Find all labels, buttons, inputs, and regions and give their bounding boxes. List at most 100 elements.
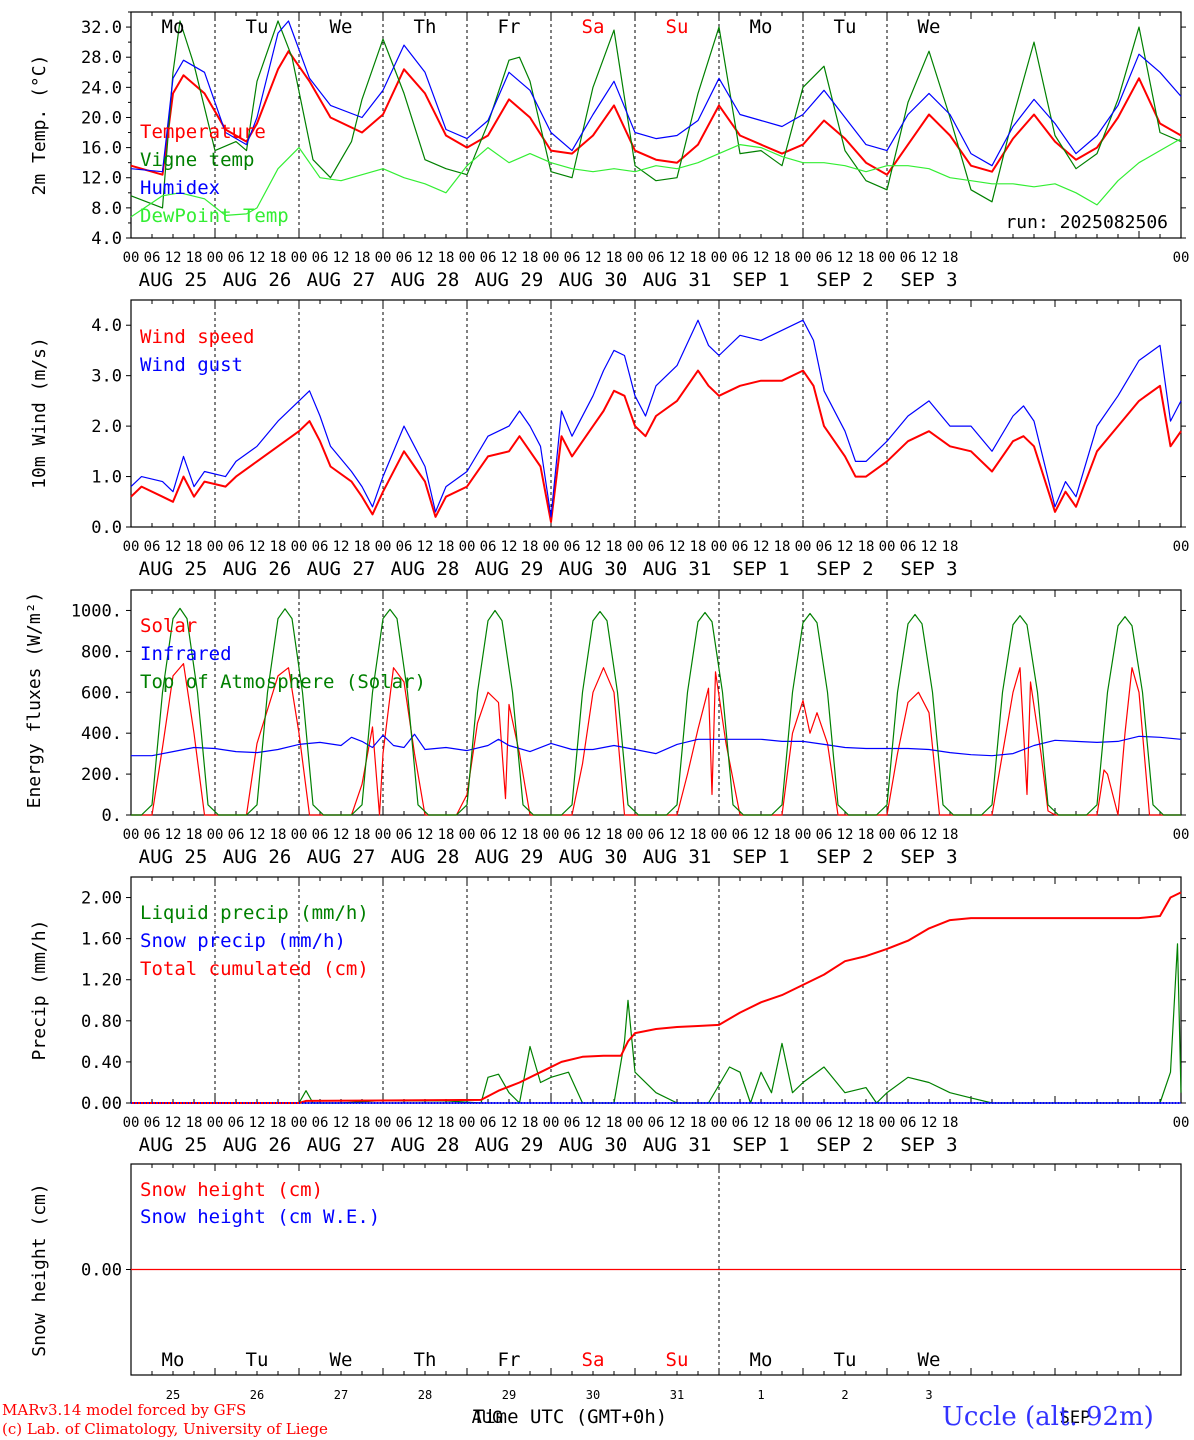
date-label: SEP 2 — [816, 846, 873, 868]
hour-label: 06 — [480, 1115, 497, 1131]
hour-label: 00 — [375, 1115, 392, 1131]
date-label: AUG 26 — [223, 558, 292, 580]
hour-label: 00 — [123, 827, 140, 843]
y-axis-title: 2m Temp. (°C) — [29, 55, 50, 196]
series-line-2 — [130, 319, 1182, 518]
hour-label: 00 — [1173, 827, 1190, 843]
hour-label: 00 — [795, 1115, 812, 1131]
hour-label: 18 — [354, 1115, 371, 1131]
hour-label: 18 — [942, 1115, 959, 1131]
hour-label: 18 — [942, 539, 959, 555]
legend-entry: Snow height (cm W.E.) — [140, 1206, 380, 1228]
hour-label: 18 — [186, 827, 203, 843]
station-label: Uccle (alt. 92m) — [942, 1402, 1154, 1432]
y-tick-label: 32.0 — [81, 18, 122, 38]
hour-label: 00 — [879, 250, 896, 266]
y-tick-label: 2.0 — [91, 417, 122, 437]
day-number-label: 25 — [166, 1388, 180, 1402]
day-number-label: 1 — [757, 1388, 764, 1402]
day-number-label: 26 — [250, 1388, 264, 1402]
hour-label: 12 — [249, 827, 266, 843]
hour-label: 06 — [228, 827, 245, 843]
hour-label: 06 — [564, 1115, 581, 1131]
hour-label: 12 — [417, 1115, 434, 1131]
hour-label: 12 — [753, 827, 770, 843]
panel-2: 0.0 1.0 2.0 3.0 4.0 10m Wind (m/s) Wind speed W… — [29, 299, 1190, 580]
date-label: AUG 26 — [223, 1134, 292, 1156]
hour-label: 00 — [795, 827, 812, 843]
hour-label: 18 — [522, 1115, 539, 1131]
hour-label: 00 — [711, 827, 728, 843]
date-label: AUG 30 — [559, 269, 628, 291]
y-tick-label: 800. — [81, 642, 122, 662]
plot-frame — [130, 589, 1182, 816]
hour-label: 06 — [480, 827, 497, 843]
hour-label: 00 — [291, 250, 308, 266]
hour-label: 18 — [522, 539, 539, 555]
hour-label: 00 — [543, 1115, 560, 1131]
legend-entry: Top of Atmosphere (Solar) — [140, 671, 426, 693]
hour-label: 18 — [522, 827, 539, 843]
run-annotation: run: 2025082506 — [1005, 212, 1168, 233]
hour-label: 12 — [921, 539, 938, 555]
y-tick-label: 2.00 — [81, 889, 122, 909]
y-tick-label: 12.0 — [81, 169, 122, 189]
hour-label: 12 — [753, 250, 770, 266]
hour-label: 18 — [774, 250, 791, 266]
hour-label: 00 — [879, 827, 896, 843]
hour-label: 00 — [1173, 539, 1190, 555]
date-label: SEP 2 — [816, 1134, 873, 1156]
date-label: SEP 1 — [732, 558, 789, 580]
hour-label: 06 — [732, 1115, 749, 1131]
hour-label: 06 — [312, 827, 329, 843]
legend-entry: Infrared — [140, 643, 232, 665]
hour-label: 18 — [690, 827, 707, 843]
hour-label: 06 — [900, 539, 917, 555]
y-tick-label: 3.0 — [91, 367, 122, 387]
hour-label: 00 — [459, 539, 476, 555]
weekday-label: Sa — [582, 1349, 605, 1371]
date-label: SEP 2 — [816, 269, 873, 291]
hour-label: 00 — [795, 250, 812, 266]
weekday-label: We — [918, 16, 941, 38]
hour-label: 18 — [522, 250, 539, 266]
series-line-4 — [130, 138, 1182, 218]
hour-label: 18 — [354, 827, 371, 843]
hour-label: 06 — [396, 539, 413, 555]
hour-label: 06 — [648, 250, 665, 266]
lab-credit: (c) Lab. of Climatology, University of L… — [2, 1420, 328, 1438]
hour-label: 12 — [669, 827, 686, 843]
legend-entry: Total cumulated (cm) — [140, 958, 369, 980]
hour-label: 00 — [627, 1115, 644, 1131]
hour-label: 18 — [858, 539, 875, 555]
hour-label: 12 — [165, 250, 182, 266]
y-tick-label: 0.0 — [91, 518, 122, 538]
y-tick-label: 0.00 — [81, 1261, 122, 1281]
hour-label: 18 — [270, 1115, 287, 1131]
hour-label: 18 — [774, 1115, 791, 1131]
hour-label: 06 — [732, 250, 749, 266]
hour-label: 06 — [900, 1115, 917, 1131]
hour-label: 00 — [459, 1115, 476, 1131]
hour-label: 00 — [207, 1115, 224, 1131]
day-number-label: 2 — [841, 1388, 848, 1402]
hour-label: 06 — [480, 539, 497, 555]
hour-label: 06 — [228, 1115, 245, 1131]
panel-4: 0.00 0.40 0.80 1.20 1.60 2.00 Precip (mm/h) Liq… — [29, 876, 1189, 1156]
hour-label: 18 — [438, 250, 455, 266]
date-label: AUG 29 — [475, 269, 544, 291]
hour-label: 12 — [669, 1115, 686, 1131]
date-label: AUG 27 — [307, 846, 376, 868]
y-tick-label: 1.0 — [91, 468, 122, 488]
hour-label: 18 — [690, 1115, 707, 1131]
hour-label: 12 — [585, 250, 602, 266]
hour-label: 12 — [501, 250, 518, 266]
hour-label: 18 — [606, 1115, 623, 1131]
hour-label: 18 — [858, 827, 875, 843]
hour-label: 18 — [270, 539, 287, 555]
weekday-label: We — [330, 1349, 353, 1371]
date-label: AUG 25 — [139, 269, 208, 291]
date-label: AUG 26 — [223, 269, 292, 291]
hour-label: 06 — [648, 1115, 665, 1131]
